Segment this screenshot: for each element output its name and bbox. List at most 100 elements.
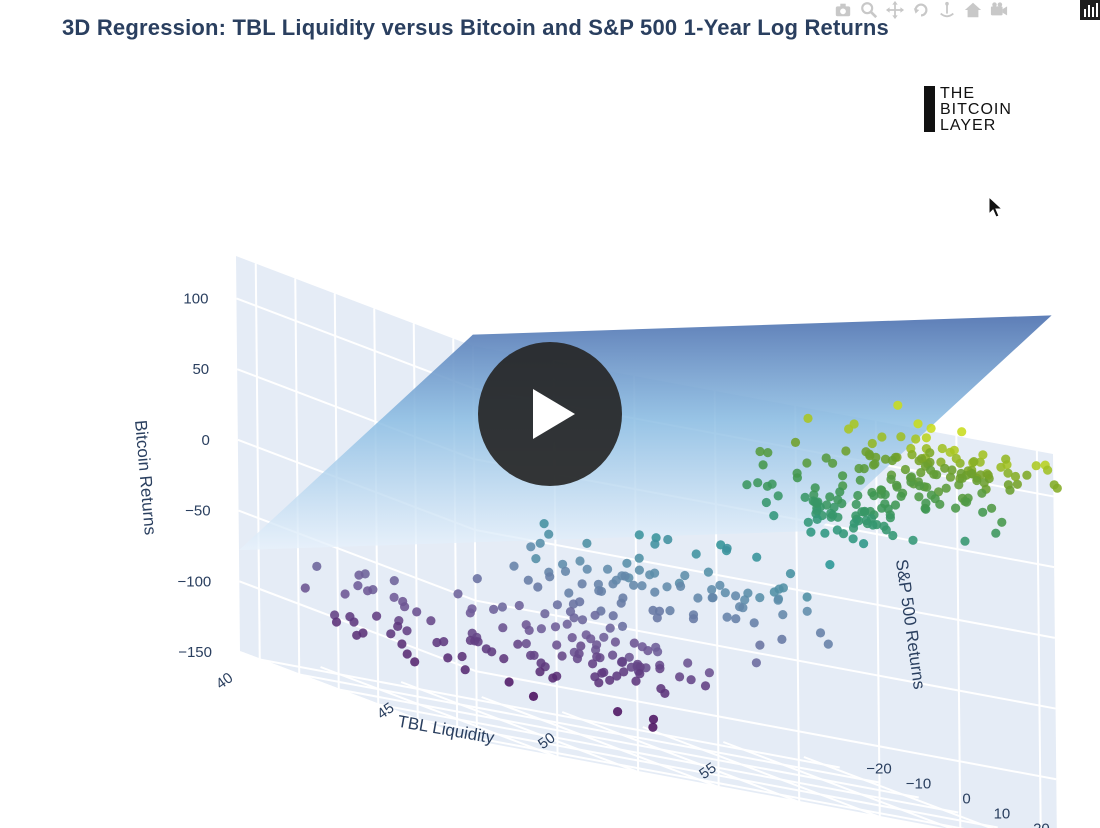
data-point — [913, 419, 923, 429]
data-point — [896, 491, 906, 501]
data-point — [945, 447, 955, 457]
data-point — [453, 589, 463, 599]
data-point — [849, 419, 859, 429]
data-point — [731, 614, 741, 624]
data-point — [922, 482, 932, 492]
data-point — [1031, 461, 1041, 471]
data-point — [363, 586, 373, 596]
data-point — [802, 592, 812, 602]
data-point — [330, 610, 340, 620]
data-point — [529, 650, 539, 661]
data-point — [731, 591, 741, 601]
data-point — [504, 677, 514, 687]
data-point — [825, 560, 835, 570]
data-point — [575, 597, 585, 607]
home-icon[interactable] — [962, 0, 984, 20]
data-point — [597, 668, 607, 678]
data-point — [933, 487, 944, 497]
data-point — [778, 610, 788, 620]
data-point — [612, 671, 622, 681]
data-point — [767, 479, 777, 489]
data-point — [879, 521, 889, 531]
data-point — [926, 490, 937, 500]
data-point — [312, 561, 322, 572]
data-point — [838, 471, 848, 481]
pan-icon[interactable] — [884, 0, 906, 20]
data-point — [966, 469, 977, 479]
z-tick-label: 50 — [192, 361, 209, 378]
data-point — [655, 664, 665, 674]
camera-icon[interactable] — [832, 0, 854, 20]
play-icon — [533, 389, 575, 439]
grid-line — [294, 278, 301, 675]
data-point — [853, 490, 863, 501]
data-point — [803, 517, 813, 527]
data-point — [656, 684, 666, 694]
data-point — [1049, 480, 1059, 490]
data-point — [619, 667, 629, 677]
y-tick-label: 10 — [994, 806, 1011, 823]
data-point — [358, 628, 368, 638]
data-point — [521, 620, 531, 630]
data-point — [991, 528, 1001, 538]
data-point — [945, 472, 956, 482]
data-point — [785, 569, 796, 579]
data-point — [812, 506, 822, 516]
video-icon[interactable] — [988, 0, 1010, 20]
data-point — [569, 613, 579, 623]
data-point — [567, 633, 577, 643]
data-point — [560, 566, 571, 577]
data-point — [925, 448, 935, 458]
data-point — [855, 475, 865, 485]
data-point — [402, 626, 412, 636]
data-point — [749, 618, 759, 628]
data-point — [629, 580, 639, 590]
turntable-icon[interactable] — [936, 0, 958, 20]
zoom-icon[interactable] — [858, 0, 880, 20]
data-point — [1043, 465, 1053, 475]
y-tick-label: 20 — [1033, 821, 1050, 828]
data-point — [544, 529, 554, 539]
data-point — [457, 651, 467, 662]
data-point — [472, 574, 482, 584]
grid-line — [457, 733, 965, 828]
data-point — [397, 639, 407, 649]
data-point — [865, 451, 875, 461]
orbit-icon[interactable] — [910, 0, 932, 20]
data-point — [1001, 454, 1011, 464]
data-point — [893, 400, 903, 410]
data-point — [635, 662, 645, 672]
data-point — [996, 462, 1006, 472]
data-point — [662, 582, 672, 592]
data-point — [951, 453, 961, 464]
data-point — [1003, 468, 1013, 478]
data-point — [592, 640, 602, 650]
app-corner-icon[interactable] — [1080, 0, 1100, 20]
data-point — [892, 480, 902, 490]
data-point — [812, 498, 822, 508]
plot-modebar — [832, 0, 1010, 20]
data-point — [916, 468, 926, 478]
data-point — [880, 499, 890, 509]
data-point — [1010, 471, 1021, 482]
data-point — [650, 539, 660, 549]
data-point — [841, 446, 851, 456]
grid-line — [299, 673, 880, 784]
data-point — [499, 654, 509, 664]
data-point — [969, 457, 979, 467]
grid-line — [722, 741, 953, 828]
data-point — [823, 639, 833, 649]
grid-line — [476, 670, 1057, 781]
data-point — [854, 463, 864, 474]
data-point — [743, 588, 753, 598]
data-point — [631, 676, 641, 686]
data-point — [675, 672, 685, 682]
data-point — [372, 611, 382, 621]
data-point — [426, 616, 436, 626]
data-point — [777, 634, 787, 645]
data-point — [752, 552, 762, 562]
z-tick-label: 0 — [202, 432, 210, 449]
video-play-button[interactable] — [478, 342, 622, 486]
data-point — [582, 564, 592, 574]
